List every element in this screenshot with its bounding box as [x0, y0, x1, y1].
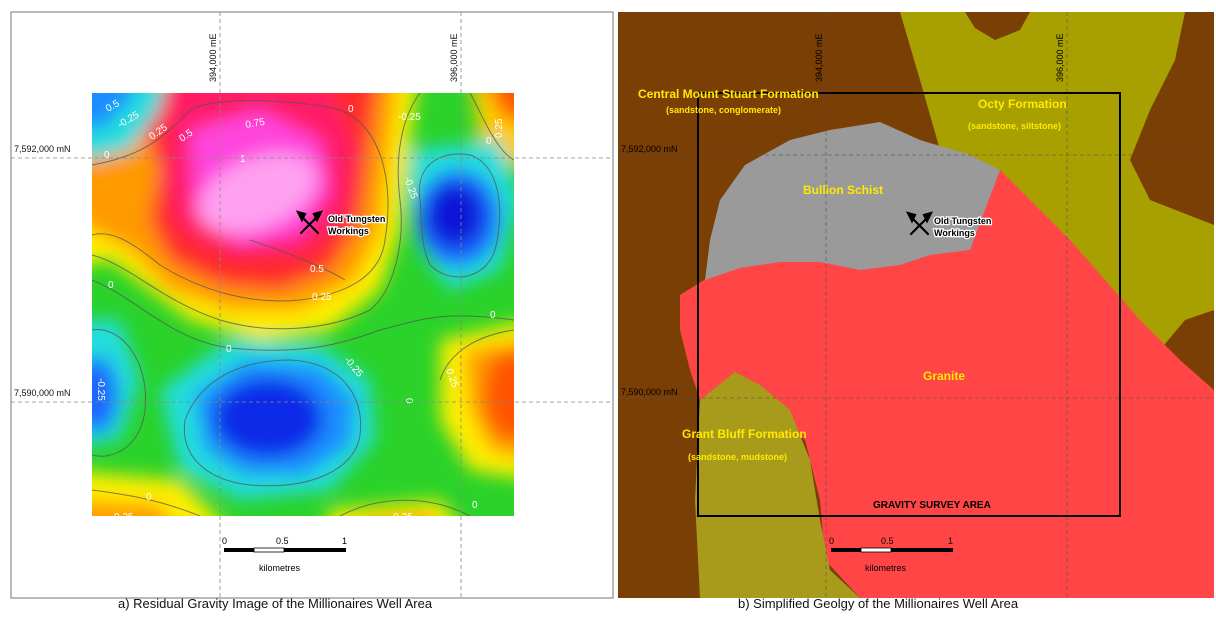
grid-lines-b — [618, 12, 1214, 598]
contour-label: 0 — [403, 398, 414, 404]
unit-name: Grant Bluff Formation — [682, 427, 807, 441]
contour-label: 0.25 — [114, 512, 134, 523]
unit-name: Octy Formation — [978, 97, 1067, 111]
contour-label: 0.25 — [312, 292, 332, 303]
contour-label: 0 — [490, 310, 496, 321]
contour-label: 0 — [104, 150, 110, 161]
contour-label: 1 — [240, 154, 246, 165]
scale-unit-label: kilometres — [865, 563, 907, 573]
scale-tick-label: 0.5 — [881, 536, 894, 546]
unit-description: (sandstone, siltstone) — [968, 121, 1061, 131]
granite-unit — [680, 170, 1214, 598]
scale-tick-label: 1 — [342, 536, 347, 546]
scale-tick-label: 0 — [222, 536, 227, 546]
grid-lines — [11, 12, 613, 598]
contour-label: 0 — [146, 492, 152, 503]
grant-bluff-unit — [695, 372, 860, 598]
contour-lines — [92, 93, 514, 516]
bullion-schist-unit — [705, 122, 1000, 280]
scale-unit-label: kilometres — [259, 563, 301, 573]
northing-label: 7,590,000 mN — [14, 388, 71, 398]
northing-label: 7,590,000 mN — [621, 387, 678, 397]
unit-description: (sandstone, conglomerate) — [666, 105, 781, 115]
unit-name: Granite — [923, 369, 965, 383]
panel-b — [618, 12, 1214, 598]
caption-b: b) Simplified Geolgy of the Millionaires… — [738, 596, 1019, 611]
contour-label: 0.5 — [310, 264, 324, 275]
northing-label: 7,592,000 mN — [621, 144, 678, 154]
panel-a: 0.5 -0.25 0.25 0.5 0.75 -0.25 0.25 1 0 0… — [10, 11, 614, 599]
scale-bar-b: 0 0.5 1 kilometres — [829, 536, 953, 573]
unit-name: Central Mount Stuart Formation — [638, 87, 819, 101]
easting-label: 394,000 mE — [814, 33, 824, 82]
site-label-line2: Workings — [328, 226, 369, 236]
contour-label: 0 — [108, 280, 114, 291]
contour-label: 0 — [348, 104, 354, 115]
mine-site-marker: Old Tungsten Workings — [295, 210, 387, 237]
contour-label: -0.25 — [390, 512, 413, 523]
gravity-image — [92, 93, 514, 516]
contour-label: 0.75 — [245, 117, 267, 131]
contour-label: -0.25 — [398, 112, 421, 123]
contour-label: 0.25 — [494, 118, 505, 138]
contour-label: 0 — [226, 344, 232, 355]
crossed-picks-icon — [905, 211, 934, 236]
unit-name: Bullion Schist — [803, 183, 883, 197]
scale-bar: 0 0.5 1 kilometres — [222, 536, 347, 573]
crossed-picks-icon — [295, 210, 324, 235]
site-label-line1: Old Tungsten — [328, 214, 385, 224]
northing-label: 7,592,000 mN — [14, 144, 71, 154]
scale-tick-label: 0.5 — [276, 536, 289, 546]
contour-label: 0 — [472, 500, 478, 511]
contour-label: -0.25 — [95, 378, 106, 401]
caption-a: a) Residual Gravity Image of the Million… — [118, 596, 433, 611]
unit-description: (sandstone, mudstone) — [688, 452, 787, 462]
gravity-survey-area-box — [697, 92, 1121, 517]
site-label-line1: Old Tungsten — [934, 216, 991, 226]
contour-label: 0 — [486, 136, 492, 147]
survey-area-label: GRAVITY SURVEY AREA — [873, 500, 991, 511]
mine-site-marker-b: Old Tungsten Workings — [905, 211, 993, 239]
site-label-line2: Workings — [934, 228, 975, 238]
scale-tick-label: 1 — [948, 536, 953, 546]
scale-tick-label: 0 — [829, 536, 834, 546]
easting-label: 396,000 mE — [449, 33, 459, 82]
easting-label: 394,000 mE — [208, 33, 218, 82]
easting-label: 396,000 mE — [1055, 33, 1065, 82]
